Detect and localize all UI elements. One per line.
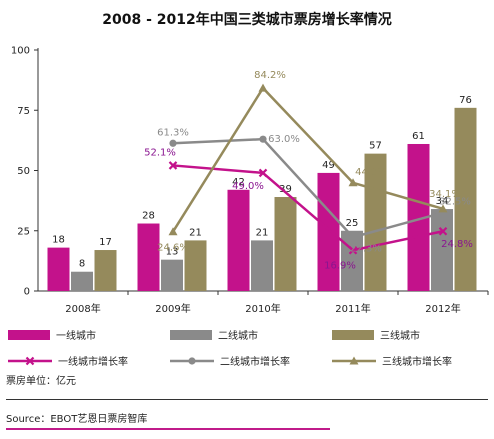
legend-label: 三线城市增长率 bbox=[382, 355, 452, 368]
growth-marker bbox=[168, 161, 178, 170]
legend-swatch bbox=[170, 330, 212, 340]
bar-value-label: 57 bbox=[369, 141, 382, 152]
growth-label: 16.9% bbox=[324, 260, 356, 271]
y-tick-label: 50 bbox=[17, 166, 30, 177]
growth-label: 84.2% bbox=[254, 70, 286, 81]
growth-line bbox=[171, 86, 444, 233]
growth-line bbox=[172, 164, 444, 252]
bar-value-label: 28 bbox=[142, 211, 155, 222]
x-tick-label: 2010年 bbox=[245, 302, 280, 315]
bar-value-label: 61 bbox=[412, 131, 425, 142]
legend-marker bbox=[25, 356, 35, 366]
bar bbox=[161, 259, 183, 291]
legend-label: 一线城市增长率 bbox=[58, 355, 128, 368]
y-tick-label: 100 bbox=[11, 46, 30, 57]
growth-marker bbox=[348, 178, 358, 187]
bar-value-label: 17 bbox=[99, 237, 112, 248]
growth-marker bbox=[169, 139, 177, 147]
x-tick-label: 2008年 bbox=[65, 302, 100, 315]
bar bbox=[47, 247, 70, 291]
growth-label: 63.0% bbox=[268, 134, 300, 145]
bar bbox=[274, 197, 297, 291]
source-underline bbox=[6, 428, 330, 430]
source-note: Source：EBOT艺恩日票房智库 bbox=[6, 414, 148, 425]
unit-note: 票房单位：亿元 bbox=[6, 376, 76, 387]
bar-value-label: 49 bbox=[322, 160, 335, 171]
growth-label: 32.5% bbox=[439, 197, 471, 208]
legend-marker bbox=[188, 357, 196, 365]
growth-label: 44.9% bbox=[355, 167, 387, 178]
legend-label: 二线城市 bbox=[218, 329, 258, 342]
bar-value-label: 25 bbox=[346, 218, 359, 229]
bar-value-label: 13 bbox=[166, 247, 179, 258]
bar bbox=[184, 240, 207, 291]
bar bbox=[227, 189, 250, 291]
bar bbox=[71, 271, 93, 291]
bar-value-label: 34 bbox=[436, 196, 449, 207]
growth-marker bbox=[349, 233, 357, 241]
bar-value-label: 39 bbox=[279, 184, 292, 195]
bar-value-label: 8 bbox=[79, 259, 85, 270]
growth-label: 61.3% bbox=[157, 127, 189, 138]
growth-marker bbox=[259, 135, 267, 143]
growth-label: 34.1% bbox=[429, 189, 461, 200]
growth-marker bbox=[348, 245, 358, 255]
growth-label: 52.1% bbox=[144, 147, 176, 158]
bar bbox=[137, 223, 160, 291]
bar-value-label: 42 bbox=[232, 177, 245, 188]
bar-value-label: 18 bbox=[52, 235, 65, 246]
bar bbox=[317, 172, 340, 291]
x-tick-label: 2011年 bbox=[335, 302, 370, 315]
legend-swatch bbox=[332, 330, 374, 340]
y-tick-label: 0 bbox=[24, 287, 30, 298]
legend-label: 三线城市 bbox=[380, 329, 420, 342]
bar bbox=[407, 143, 430, 291]
x-tick-label: 2009年 bbox=[155, 302, 190, 315]
growth-marker bbox=[438, 204, 448, 213]
growth-label: 24.8% bbox=[441, 239, 473, 250]
y-tick-label: 25 bbox=[17, 226, 30, 237]
bar bbox=[431, 209, 453, 291]
bar-value-label: 76 bbox=[459, 95, 472, 106]
legend-marker bbox=[349, 356, 359, 365]
bar bbox=[94, 250, 117, 291]
x-tick-label: 2012年 bbox=[425, 302, 460, 315]
legend-label: 一线城市 bbox=[56, 329, 96, 342]
growth-line bbox=[172, 137, 444, 239]
growth-marker bbox=[258, 83, 268, 92]
y-tick-label: 75 bbox=[17, 106, 30, 117]
bar bbox=[251, 240, 273, 291]
chart-title: 2008 - 2012年中国三类城市票房增长率情况 bbox=[102, 11, 392, 28]
bar-value-label: 21 bbox=[256, 227, 269, 238]
growth-marker bbox=[168, 227, 178, 236]
plot-area: 0 25 50 75 100 2008年 2009年 2010年 2011年 2012年 18 28 4… bbox=[11, 46, 489, 315]
growth-label: 24.6% bbox=[157, 243, 189, 254]
bar bbox=[454, 107, 477, 291]
divider bbox=[6, 399, 488, 400]
bar-value-label: 21 bbox=[189, 227, 202, 238]
legend-label: 二线城市增长率 bbox=[220, 355, 290, 368]
legend-swatch bbox=[8, 330, 50, 340]
growth-label: 49.0% bbox=[232, 181, 264, 192]
growth-marker bbox=[258, 168, 268, 178]
growth-label: 22.3% bbox=[350, 243, 382, 254]
growth-marker bbox=[438, 226, 448, 236]
